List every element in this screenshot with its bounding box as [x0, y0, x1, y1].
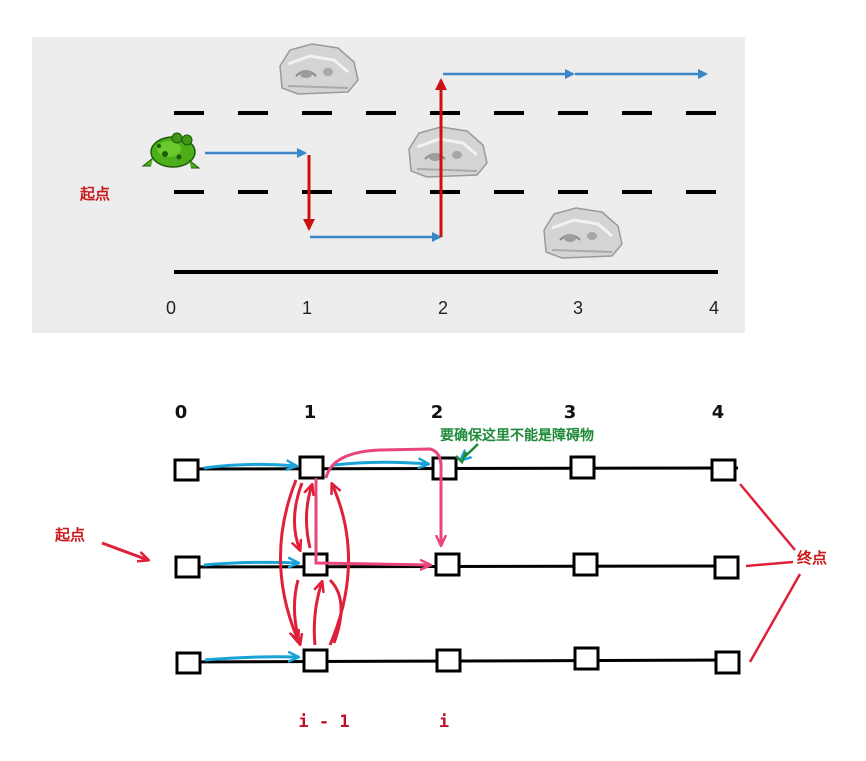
forward-arrow	[203, 562, 298, 565]
position-label: 1	[302, 298, 312, 318]
grid-node	[714, 650, 741, 675]
index-label-current: i	[439, 712, 449, 732]
forward-arrow	[204, 657, 298, 660]
side-jump-arrow	[279, 479, 298, 640]
column-label: 0	[175, 402, 188, 423]
grid-node	[302, 648, 329, 673]
position-label: 0	[166, 298, 176, 318]
grid-node	[434, 552, 461, 577]
side-jump-arrow	[306, 485, 312, 549]
obstacle-note: 要确保这里不能是障碍物	[440, 427, 594, 444]
start-arrow	[101, 541, 148, 560]
column-label: 2	[431, 402, 444, 423]
position-label: 3	[573, 298, 583, 318]
grid-node	[569, 455, 596, 480]
end-connector	[739, 483, 796, 551]
forward-arrow	[203, 464, 296, 468]
top-panel: 起点 0 1 2 3 4	[32, 37, 745, 333]
column-label: 1	[304, 402, 317, 423]
side-jump-arrow	[312, 582, 322, 646]
position-label: 4	[709, 298, 719, 318]
start-label: 起点	[54, 526, 85, 544]
column-label: 4	[712, 402, 725, 423]
grid-node	[173, 458, 200, 482]
side-jump-arrow	[294, 482, 304, 550]
grid-node	[572, 552, 599, 577]
bottom-panel: 0 1 2 3 4	[54, 402, 827, 732]
end-label: 终点	[797, 549, 827, 567]
end-connector	[745, 560, 794, 568]
grid-node	[431, 456, 458, 481]
transition-arrow	[324, 447, 441, 545]
grid-node	[174, 555, 201, 579]
position-label: 2	[438, 298, 448, 318]
grid-node	[573, 646, 600, 671]
top-panel-background	[32, 37, 745, 333]
note-pointer-head	[455, 451, 468, 465]
grid-node	[298, 455, 325, 480]
grid-node	[710, 458, 737, 482]
index-label-prev: i - 1	[298, 712, 349, 732]
grid-node	[435, 648, 462, 673]
end-connector	[748, 573, 802, 663]
grid-node	[713, 555, 740, 580]
start-label: 起点	[79, 185, 110, 203]
frog-icon	[141, 132, 201, 169]
forward-arrow	[333, 462, 428, 465]
column-label: 3	[564, 402, 577, 423]
grid-node	[175, 651, 202, 675]
grid-nodes	[173, 455, 741, 675]
side-jump-stroke	[328, 578, 343, 644]
transition-arrow	[314, 478, 430, 565]
